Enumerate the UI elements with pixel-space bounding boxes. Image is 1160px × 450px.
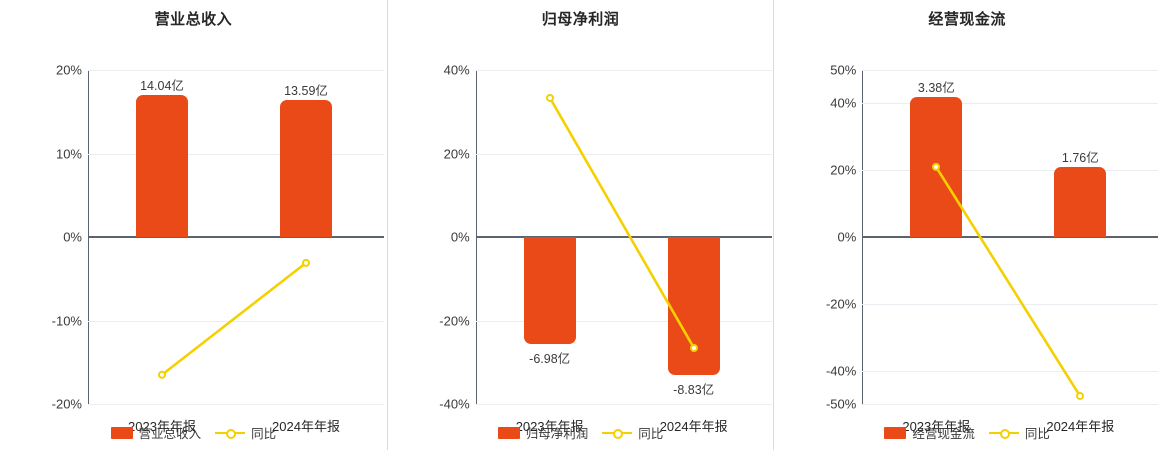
chart-legend: 归母净利润 同比 [388,423,774,442]
x-axis-tick-label: 2023年年报 [902,419,971,434]
bar[interactable] [1054,166,1107,237]
legend-label-line: 同比 [251,427,277,441]
legend-label-line: 同比 [1024,427,1050,441]
y-axis-tick-label: 10% [55,146,82,161]
grid-line [475,70,772,71]
y-axis-tick-label: -10% [51,313,82,328]
grid-line [88,404,384,405]
legend-label-bar: 营业总收入 [138,427,202,441]
chart-panel-revenue: 营业总收入 20% 10% 0% -10% -20% 14.04亿 13.59亿 2023年年… [0,0,387,450]
legend-item-line[interactable]: 同比 [215,423,276,442]
x-axis-tick-label: 2024年年报 [272,419,340,434]
bar[interactable] [280,100,332,237]
line-marker-icon [988,427,1019,439]
zero-baseline [88,236,384,238]
chart-title: 经营现金流 [928,11,1006,28]
bar[interactable] [523,237,576,344]
y-axis-tick-label: -20% [51,396,82,412]
grid-line [862,70,1159,71]
grid-line [862,103,1159,105]
bar-value-label: -8.83亿 [673,382,715,397]
grid-line [862,303,1159,305]
zero-baseline [475,236,772,238]
y-axis-tick-label: 0% [63,229,82,245]
line-marker-icon [602,427,633,439]
legend-label-bar: 归母净利润 [525,427,589,441]
bar[interactable] [136,95,188,237]
bar-value-label: 3.38亿 [917,80,955,95]
grid-line [475,404,772,405]
y-axis-tick-label: 0% [837,229,857,245]
line-marker-icon [215,427,246,439]
grid-line [475,153,772,155]
grid-line [862,404,1159,405]
chart-panel-operating-cash-flow: 经营现金流 50% 40% 20% 0% -20% -40% -50% 3.38亿 1.76亿 2… [773,0,1160,450]
bar-value-label: 14.04亿 [140,79,184,94]
bar-swatch-icon [110,426,133,439]
chart-title: 营业总收入 [154,11,233,28]
x-axis-tick-label: 2024年年报 [659,419,728,434]
bar[interactable] [910,96,963,237]
plot-area: 50% 40% 20% 0% -20% -40% -50% 3.38亿 1.76亿 2023年年报… [774,0,1160,450]
chart-legend: 经营现金流 同比 [774,423,1160,442]
bar[interactable] [667,237,720,375]
chart-panel-net-profit: 归母净利润 40% 20% 0% -20% -40% -6.98亿 -8.83亿 2023年年… [386,0,774,450]
y-axis-tick-label: -20% [439,313,470,328]
x-axis-tick-label: 2023年年报 [128,419,196,434]
legend-item-bar[interactable]: 归母净利润 [497,423,589,442]
y-axis-tick-label: -40% [825,363,857,379]
grid-line [475,320,772,322]
grid-line [88,153,384,155]
plot-area: 20% 10% 0% -10% -20% 14.04亿 13.59亿 2023年年报 2024年… [0,0,387,450]
y-axis-tick-label: 0% [450,229,470,245]
x-axis-tick-label: 2024年年报 [1046,419,1115,434]
legend-label-bar: 经营现金流 [912,427,975,441]
line-data-point[interactable] [1076,391,1085,400]
grid-line [88,70,384,71]
legend-item-bar[interactable]: 营业总收入 [110,423,202,442]
y-axis-tick-label: 20% [55,62,82,78]
bar-swatch-icon [884,426,907,439]
zero-baseline [862,236,1159,238]
bar-value-label: 13.59亿 [284,84,328,99]
line-data-point[interactable] [302,258,310,267]
line-data-point[interactable] [158,370,166,379]
grid-line [862,170,1159,172]
grid-line [88,320,384,322]
chart-title: 归母净利润 [541,11,620,28]
y-axis-tick-label: 40% [830,95,857,111]
bar-value-label: -6.98亿 [529,351,571,366]
y-axis-tick-label: 50% [830,62,857,78]
grid-line [862,370,1159,372]
y-axis-tick-label: 40% [443,62,470,78]
legend-item-bar[interactable]: 经营现金流 [884,423,975,442]
x-axis-tick-label: 2023年年报 [515,419,584,434]
bar-swatch-icon [497,426,520,439]
line-path [161,261,307,376]
y-axis-tick-label: 20% [443,146,470,161]
legend-item-line[interactable]: 同比 [602,423,663,442]
line-data-point[interactable] [545,93,554,102]
chart-legend: 营业总收入 同比 [0,423,387,442]
plot-area: 40% 20% 0% -20% -40% -6.98亿 -8.83亿 2023年年报 2024年… [388,0,774,450]
y-axis-tick-label: -20% [825,296,857,312]
legend-label-line: 同比 [638,427,664,441]
y-axis-tick-label: -50% [825,396,857,412]
y-axis-tick-label: -40% [439,396,470,412]
bar-value-label: 1.76亿 [1061,150,1099,165]
legend-item-line[interactable]: 同比 [988,423,1050,442]
y-axis-tick-label: 20% [830,162,857,178]
